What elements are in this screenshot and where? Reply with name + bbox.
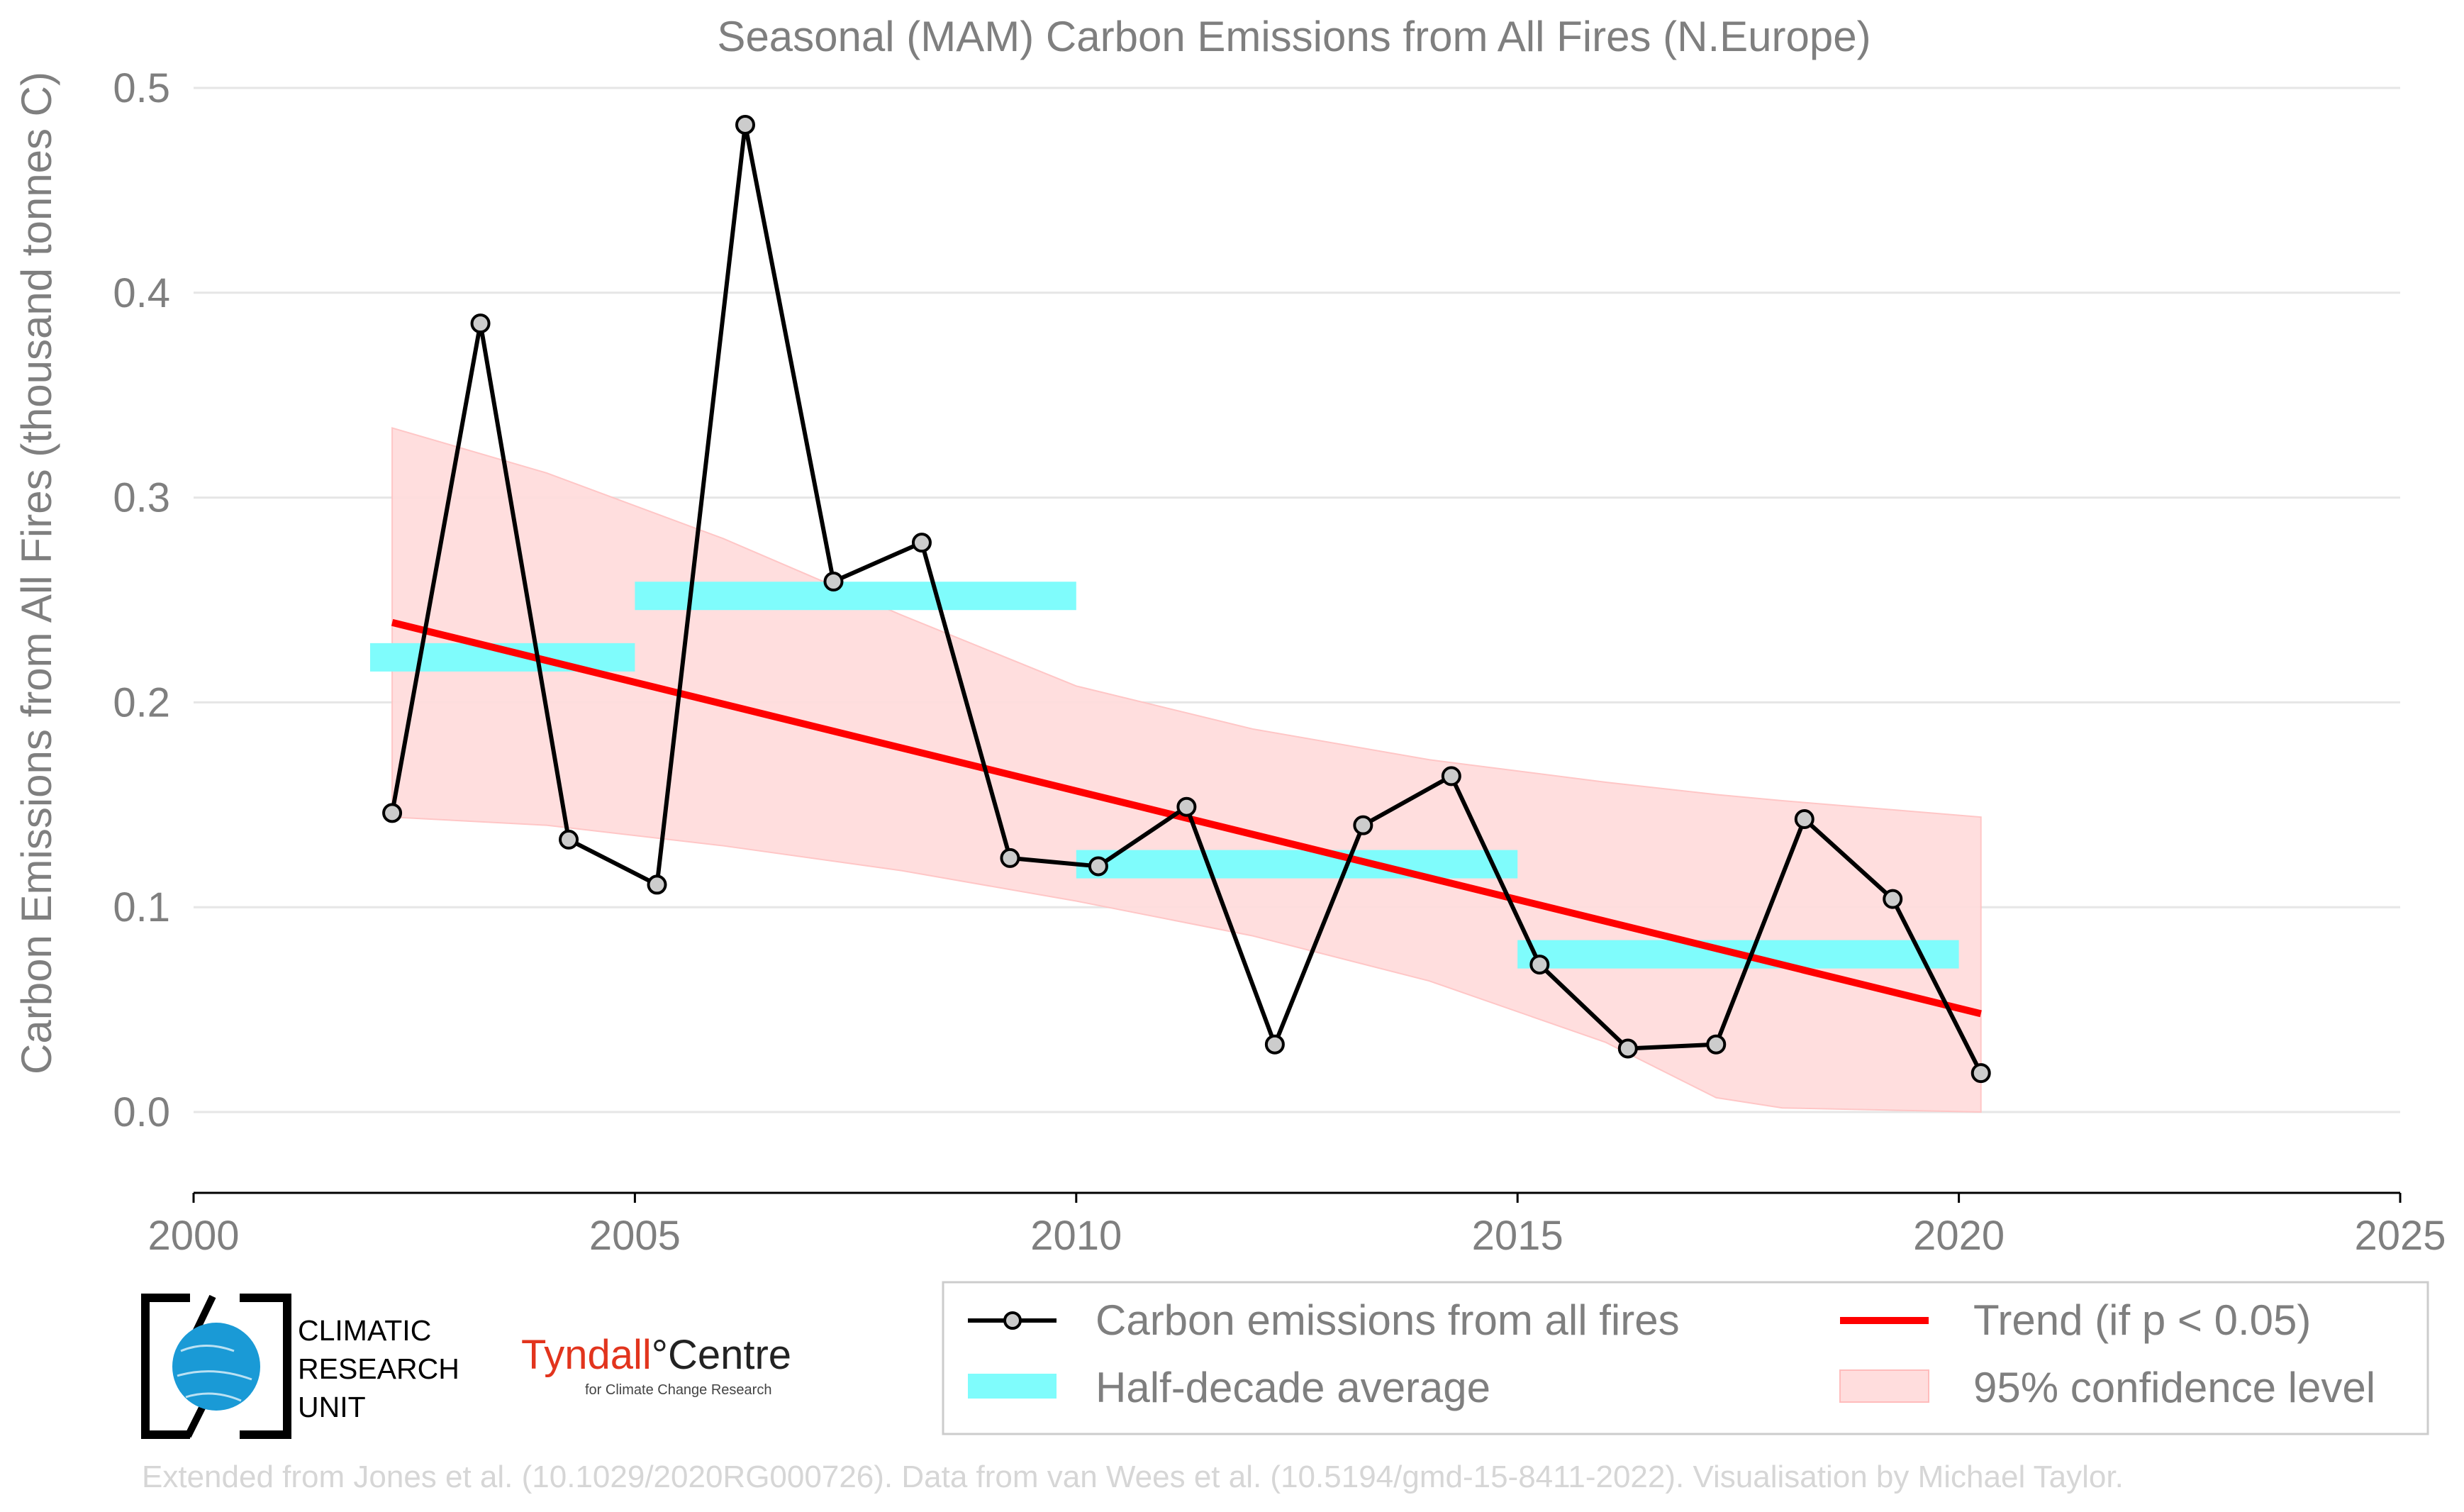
y-tick-label: 0.1: [113, 884, 170, 930]
data-point: [735, 114, 755, 135]
legend-label-average: Half-decade average: [1096, 1364, 1490, 1411]
data-point: [823, 572, 844, 592]
data-point: [1794, 809, 1814, 830]
cru-logo: CLIMATIC RESEARCH UNIT: [141, 1294, 459, 1439]
x-tick-label: 2015: [1472, 1213, 1563, 1259]
data-point: [559, 829, 579, 850]
legend-marker-swatch: [1003, 1311, 1022, 1330]
confidence-band: [391, 427, 1982, 1113]
y-tick-label: 0.2: [113, 679, 170, 726]
cru-globe-icon: [172, 1323, 260, 1411]
data-point: [1617, 1038, 1638, 1059]
data-point: [647, 874, 667, 895]
tyndall-logo: Tyndall°Centre for Climate Change Resear…: [521, 1332, 791, 1398]
data-point: [1264, 1034, 1285, 1055]
emissions-points-layer: [382, 114, 1991, 1084]
legend: Carbon emissions from all fires Half-dec…: [942, 1281, 2429, 1435]
confidence-band-layer: [391, 427, 1982, 1113]
legend-label-confidence: 95% confidence level: [1973, 1364, 2375, 1411]
legend-average-swatch: [968, 1374, 1057, 1399]
tyndall-subtitle: for Climate Change Research: [585, 1382, 771, 1398]
data-point: [1176, 796, 1197, 817]
data-point: [1441, 766, 1461, 786]
data-point: [1706, 1034, 1727, 1055]
x-axis: 2000 2005 2010 2015 2020 2025: [147, 1191, 2446, 1259]
data-point: [911, 533, 932, 553]
data-point: [470, 313, 491, 334]
cru-text-line-1: CLIMATIC: [298, 1314, 431, 1347]
data-point: [1353, 815, 1373, 835]
tyndall-main: Tyndall: [521, 1332, 652, 1378]
cru-text-line-2: RESEARCH: [298, 1352, 459, 1385]
y-tick-label: 0.3: [113, 475, 170, 521]
half-decade-average-bar: [1076, 850, 1518, 879]
x-tick-label: 2025: [2354, 1213, 2446, 1259]
y-tick-label: 0.5: [113, 65, 170, 111]
tyndall-centre: °Centre: [652, 1332, 791, 1378]
data-point: [1088, 856, 1108, 877]
legend-label-emissions: Carbon emissions from all fires: [1096, 1296, 1680, 1344]
tyndall-text: Tyndall°Centre: [521, 1332, 791, 1378]
data-point: [1000, 847, 1020, 868]
x-tick-label: 2000: [147, 1213, 239, 1259]
credit-line: Extended from Jones et al. (10.1029/2020…: [142, 1460, 2124, 1494]
chart-title: Seasonal (MAM) Carbon Emissions from All…: [717, 13, 1871, 60]
trend-layer: [391, 618, 1982, 1018]
y-axis-label: Carbon Emissions from All Fires (thousan…: [13, 72, 60, 1074]
y-tick-label: 0.0: [113, 1089, 170, 1135]
cru-bracket-right: [240, 1294, 291, 1439]
x-tick-label: 2005: [589, 1213, 681, 1259]
cru-text-line-3: UNIT: [298, 1391, 366, 1423]
data-point: [1529, 955, 1550, 975]
x-tick-label: 2010: [1030, 1213, 1122, 1259]
data-point: [1970, 1063, 1991, 1084]
data-point: [1883, 889, 1903, 909]
y-axis: 0.0 0.1 0.2 0.3 0.4 0.5: [113, 65, 170, 1135]
legend-frame: [942, 1281, 2429, 1435]
legend-label-trend: Trend (if p < 0.05): [1973, 1296, 2311, 1344]
cru-globe-lines: [177, 1345, 252, 1402]
cru-bracket-left: [141, 1294, 190, 1439]
legend-confidence-swatch: [1839, 1369, 1929, 1403]
data-point: [382, 803, 403, 823]
y-tick-label: 0.4: [113, 270, 170, 316]
trend-line: [391, 618, 1982, 1018]
x-tick-label: 2020: [1913, 1213, 2005, 1259]
half-decade-average-bar: [635, 582, 1076, 611]
